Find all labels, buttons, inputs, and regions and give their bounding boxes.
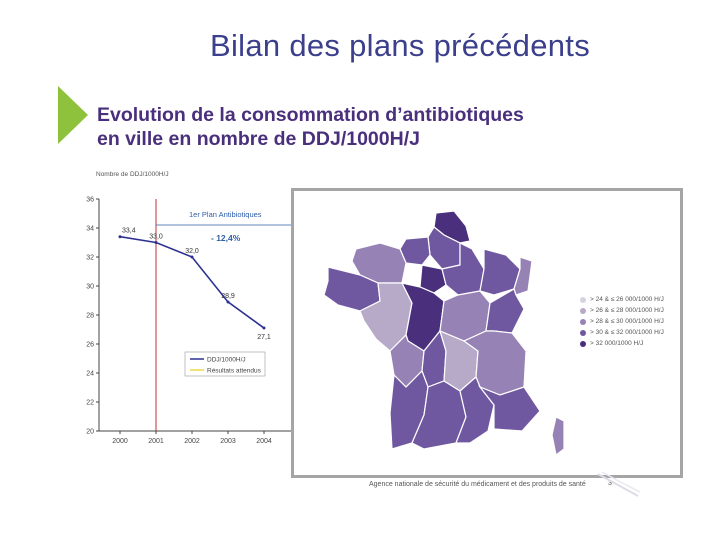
y-tick-label: 26 bbox=[86, 342, 94, 349]
legend-label-ddj: DDJ/1000H/J bbox=[207, 357, 246, 364]
region-lorraine bbox=[479, 248, 521, 296]
map-legend-label: > 24 & ≤ 26 000/1000 H/J bbox=[590, 296, 664, 303]
data-label: 27,1 bbox=[257, 334, 271, 341]
map-legend: > 24 & ≤ 26 000/1000 H/J > 26 & ≤ 28 000/… bbox=[580, 294, 664, 349]
data-label: 28,9 bbox=[221, 293, 235, 300]
x-tick-label: 2004 bbox=[256, 438, 272, 445]
slide-title: Bilan des plans précédents bbox=[209, 28, 591, 63]
swoosh-decoration bbox=[597, 471, 641, 497]
subtitle-line-1: Evolution de la consommation d’antibioti… bbox=[97, 104, 524, 126]
x-tick-label: 2001 bbox=[148, 438, 164, 445]
map-legend-label: > 26 & ≤ 28 000/1000 H/J bbox=[590, 307, 664, 314]
page-number: 3 bbox=[608, 480, 612, 487]
y-tick-label: 28 bbox=[86, 313, 94, 320]
chart-subtitle: Evolution de la consommation d’antibioti… bbox=[97, 103, 524, 151]
data-point bbox=[154, 241, 158, 244]
line-chart: 36 34 32 30 28 26 24 22 20 2000 2001 2002 2003 2004 1e… bbox=[86, 197, 300, 445]
legend-dot-icon bbox=[580, 318, 586, 325]
data-point bbox=[262, 326, 266, 330]
map-legend-item: > 32 000/1000 H/J bbox=[580, 338, 664, 349]
data-point bbox=[190, 255, 194, 259]
data-label: 33,0 bbox=[149, 234, 163, 241]
legend-dot-icon bbox=[580, 329, 586, 336]
map-legend-item: > 26 & ≤ 28 000/1000 H/J bbox=[580, 305, 664, 316]
y-tick-label: 34 bbox=[86, 226, 94, 233]
region-franche-comte bbox=[485, 288, 525, 334]
chart-legend: DDJ/1000H/J Résultats attendus bbox=[184, 351, 266, 377]
france-map bbox=[323, 210, 565, 457]
y-tick-label: 22 bbox=[86, 400, 94, 407]
map-legend-label: > 32 000/1000 H/J bbox=[590, 340, 644, 347]
region-paca bbox=[478, 385, 541, 432]
legend-label-expected: Résultats attendus bbox=[207, 368, 262, 375]
y-tick-label: 32 bbox=[86, 255, 94, 262]
data-point bbox=[118, 235, 122, 239]
plan-label: 1er Plan Antibiotiques bbox=[189, 210, 262, 219]
subtitle-line-2: en ville en nombre de DDJ/1000H/J bbox=[97, 128, 420, 150]
map-legend-label: > 28 & ≤ 30 000/1000 H/J bbox=[590, 318, 664, 325]
y-tick-label: 30 bbox=[86, 284, 94, 291]
change-label: - 12,4% bbox=[211, 233, 241, 243]
data-label: 32,0 bbox=[185, 248, 199, 255]
x-tick-label: 2002 bbox=[184, 438, 200, 445]
chart-legend-box bbox=[184, 351, 266, 377]
x-tick-label: 2000 bbox=[112, 438, 128, 445]
map-legend-item: > 28 & ≤ 30 000/1000 H/J bbox=[580, 316, 664, 327]
x-tick-label: 2003 bbox=[220, 438, 236, 445]
map-legend-label: > 30 & ≤ 32 000/1000 H/J bbox=[590, 329, 664, 336]
map-legend-item: > 30 & ≤ 32 000/1000 H/J bbox=[580, 327, 664, 338]
legend-dot-icon bbox=[580, 296, 586, 303]
y-tick-label: 20 bbox=[86, 429, 94, 436]
y-axis-title: Nombre de DDJ/1000H/J bbox=[96, 171, 169, 178]
green-arrow-icon bbox=[58, 86, 88, 144]
region-corse bbox=[551, 416, 565, 457]
footer-agency: Agence nationale de sécurité du médicame… bbox=[369, 481, 586, 488]
data-point bbox=[226, 300, 230, 304]
map-panel: > 24 & ≤ 26 000/1000 H/J > 26 & ≤ 28 000/… bbox=[291, 188, 683, 478]
map-legend-item: > 24 & ≤ 26 000/1000 H/J bbox=[580, 294, 664, 305]
data-label: 33,4 bbox=[122, 228, 136, 235]
legend-dot-icon bbox=[580, 307, 586, 314]
legend-dot-icon bbox=[580, 340, 586, 347]
region-ile-de-france bbox=[419, 264, 447, 294]
y-tick-label: 36 bbox=[86, 197, 94, 204]
y-tick-label: 24 bbox=[86, 371, 94, 378]
